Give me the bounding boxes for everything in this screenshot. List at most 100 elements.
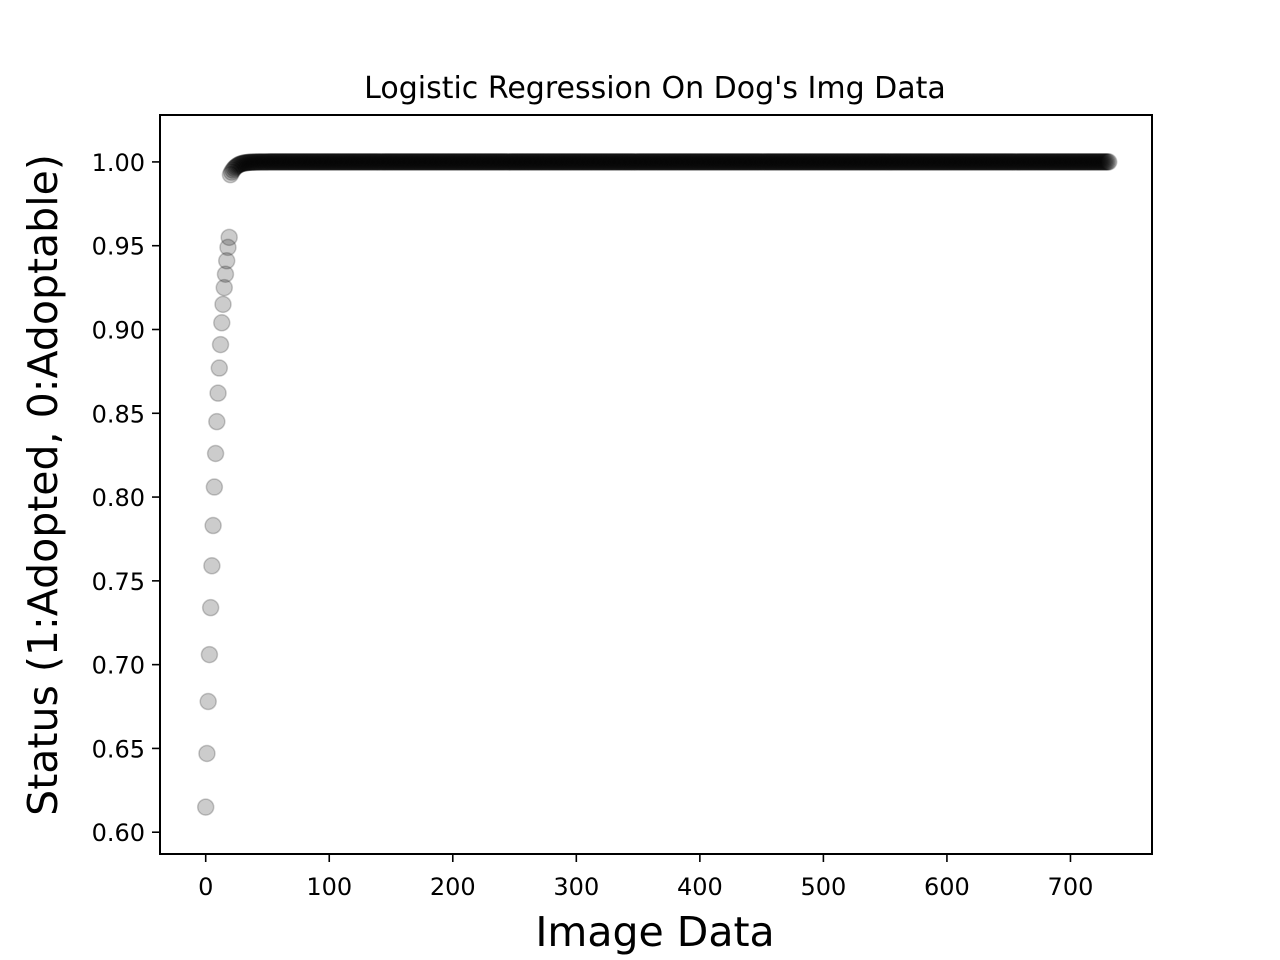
scatter-point <box>637 153 656 171</box>
scatter-point <box>458 153 477 171</box>
scatter-point <box>997 153 1015 171</box>
scatter-point <box>381 153 399 171</box>
scatter-point <box>410 153 429 171</box>
scatter-point <box>200 645 219 664</box>
scatter-point <box>907 153 925 171</box>
scatter-point <box>274 153 293 171</box>
scatter-point <box>498 153 516 171</box>
scatter-point <box>1059 153 1077 171</box>
scatter-point <box>697 153 715 171</box>
scatter-point <box>511 153 530 171</box>
scatter-point <box>1058 153 1076 171</box>
scatter-point <box>828 153 846 171</box>
scatter-point <box>977 153 996 171</box>
scatter-point <box>967 153 986 171</box>
scatter-point <box>975 153 993 171</box>
scatter-point <box>875 153 893 171</box>
scatter-point <box>481 153 499 171</box>
scatter-point <box>463 153 482 171</box>
scatter-point <box>479 153 498 171</box>
scatter-point <box>1004 153 1023 171</box>
scatter-point <box>313 153 331 171</box>
scatter-point <box>957 153 976 171</box>
scatter-point <box>556 153 574 171</box>
scatter-point <box>966 153 985 171</box>
scatter-point <box>728 153 746 171</box>
x-tick-label: 600 <box>924 873 970 901</box>
scatter-point <box>419 153 437 171</box>
scatter-point <box>612 153 630 171</box>
scatter-point <box>394 153 413 171</box>
scatter-point <box>226 158 245 176</box>
scatter-point <box>571 153 589 171</box>
scatter-point <box>213 314 231 332</box>
scatter-point <box>600 153 619 171</box>
scatter-point <box>750 153 768 171</box>
scatter-point <box>437 153 456 171</box>
scatter-point <box>497 153 515 171</box>
scatter-point <box>827 153 845 171</box>
scatter-point <box>1097 153 1116 171</box>
scatter-point <box>347 153 366 171</box>
scatter-point <box>724 153 742 171</box>
scatter-point <box>1090 153 1108 171</box>
scatter-point <box>583 153 602 171</box>
scatter-point <box>813 153 831 171</box>
scatter-point <box>641 153 660 171</box>
scatter-point <box>744 153 762 171</box>
scatter-point <box>216 265 235 283</box>
scatter-point <box>1012 153 1030 171</box>
scatter-point <box>822 153 840 171</box>
scatter-point <box>1035 153 1054 171</box>
scatter-point <box>913 153 931 171</box>
scatter-point <box>605 153 624 171</box>
scatter-point <box>861 153 880 171</box>
scatter-point <box>266 153 284 171</box>
scatter-point <box>432 153 451 171</box>
scatter-point <box>450 153 468 171</box>
scatter-point <box>954 153 972 171</box>
scatter-point <box>848 153 866 171</box>
scatter-point <box>682 153 700 171</box>
scatter-point <box>563 153 582 171</box>
scatter-point <box>951 153 970 171</box>
y-tick-label: 0.70 <box>92 652 145 680</box>
scatter-point <box>292 153 310 171</box>
scatter-point <box>315 153 334 171</box>
scatter-point <box>715 153 734 171</box>
scatter-point <box>378 153 397 171</box>
scatter-point <box>608 153 626 171</box>
scatter-point <box>873 153 892 171</box>
scatter-point <box>591 153 609 171</box>
scatter-point <box>923 153 941 171</box>
scatter-point <box>301 153 320 171</box>
scatter-point <box>845 153 864 171</box>
scatter-point <box>384 153 403 171</box>
scatter-point <box>537 153 556 171</box>
scatter-point <box>238 153 257 172</box>
scatter-point <box>658 153 677 171</box>
scatter-point <box>1095 153 1113 171</box>
scatter-point <box>739 153 757 171</box>
scatter-point <box>733 153 751 171</box>
scatter-point <box>712 153 730 171</box>
scatter-point <box>510 153 529 171</box>
scatter-point <box>981 153 999 171</box>
scatter-point <box>1033 153 1051 171</box>
scatter-point <box>880 153 898 171</box>
scatter-point <box>788 153 807 171</box>
scatter-point <box>546 153 565 171</box>
x-tick-label: 200 <box>430 873 476 901</box>
scatter-point <box>245 153 263 171</box>
scatter-point <box>558 153 577 171</box>
scatter-point <box>279 153 298 171</box>
scatter-point <box>670 153 688 171</box>
scatter-point <box>860 153 878 171</box>
scatter-point <box>791 153 809 171</box>
scatter-point <box>549 153 567 171</box>
scatter-point <box>1076 153 1095 171</box>
x-axis-label: Image Data <box>535 908 774 956</box>
scatter-point <box>1061 153 1080 171</box>
scatter-point <box>477 153 495 171</box>
scatter-point <box>846 153 865 171</box>
